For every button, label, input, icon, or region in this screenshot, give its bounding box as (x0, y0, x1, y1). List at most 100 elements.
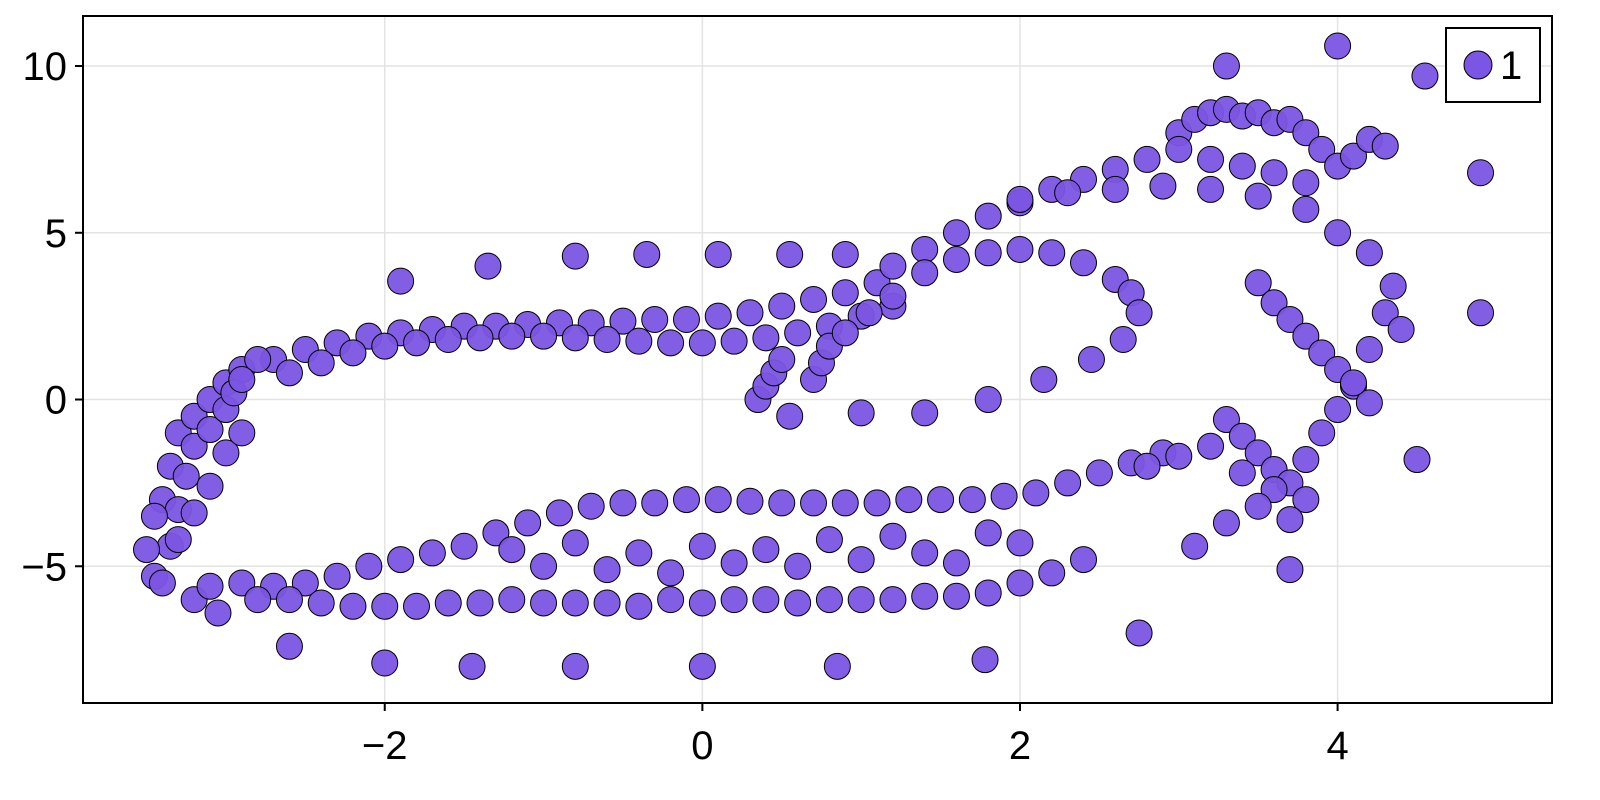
scatter-point (815, 586, 843, 614)
scatter-point (1197, 175, 1225, 203)
legend-label-series-1: 1 (1500, 44, 1522, 88)
scatter-point (958, 486, 986, 514)
scatter-point (1244, 269, 1272, 297)
scatter-point (1292, 446, 1320, 474)
scatter-point (196, 416, 224, 444)
scatter-point (1292, 486, 1320, 514)
scatter-point (498, 586, 526, 614)
scatter-point (1324, 396, 1352, 424)
scatter-point (1339, 142, 1367, 170)
scatter-point (974, 202, 1002, 230)
scatter-point (1070, 249, 1098, 277)
scatter-point (1165, 135, 1193, 163)
scatter-point (371, 592, 399, 620)
scatter-point (140, 502, 168, 530)
scatter-point (974, 519, 1002, 547)
scatter-point (339, 339, 367, 367)
scatter-point (974, 239, 1002, 267)
scatter-point (911, 539, 939, 567)
scatter-point (133, 536, 161, 564)
legend-box (1445, 27, 1541, 103)
scatter-point (879, 586, 907, 614)
scatter-point (1355, 239, 1383, 267)
scatter-point (403, 592, 431, 620)
scatter-point (657, 559, 685, 587)
y-axis-ticks: −5 0 5 10 (21, 45, 83, 589)
scatter-point (1133, 145, 1161, 173)
scatter-point (831, 489, 859, 517)
scatter-point (847, 399, 875, 427)
scatter-point (823, 652, 851, 680)
scatter-point (736, 487, 764, 515)
scatter-point (228, 366, 256, 394)
scatter-point (275, 586, 303, 614)
scatter-point (688, 532, 716, 560)
scatter-point (942, 582, 970, 610)
scatter-point (776, 240, 804, 268)
scatter-point (1006, 529, 1034, 557)
scatter-point (784, 589, 812, 617)
scatter-point (768, 292, 796, 320)
scatter-point (339, 592, 367, 620)
scatter-point (1228, 152, 1256, 180)
scatter-point (514, 509, 542, 537)
scatter-point (768, 489, 796, 517)
scatter-point (1212, 52, 1240, 80)
scatter-point (1411, 62, 1439, 90)
scatter-point (180, 432, 208, 460)
legend: 1 (1445, 27, 1541, 103)
scatter-point (371, 332, 399, 360)
scatter-point (1292, 322, 1320, 350)
scatter-point (434, 589, 462, 617)
scatter-point (1244, 492, 1272, 520)
scatter-point (196, 572, 224, 600)
scatter-point (1022, 479, 1050, 507)
scatter-point (1276, 506, 1304, 534)
scatter-point (180, 499, 208, 527)
scatter-point (625, 592, 653, 620)
scatter-point (911, 235, 939, 263)
scatter-point (1133, 452, 1161, 480)
scatter-point (1292, 195, 1320, 223)
scatter-point (434, 325, 462, 353)
x-tick-label: 4 (1326, 724, 1348, 768)
scatter-point (752, 324, 780, 352)
scatter-point (1212, 509, 1240, 537)
scatter-point (466, 324, 494, 352)
scatter-point (228, 569, 256, 597)
x-tick-label: −2 (362, 724, 408, 768)
scatter-point (1244, 182, 1272, 210)
scatter-point (1085, 459, 1113, 487)
scatter-point (371, 649, 399, 677)
scatter-point (657, 329, 685, 357)
scatter-point (927, 486, 955, 514)
scatter-point (1038, 559, 1066, 587)
scatter-point (387, 546, 415, 574)
scatter-point (1006, 185, 1034, 213)
scatter-point (593, 325, 621, 353)
scatter-point (1467, 299, 1495, 327)
scatter-point (1006, 235, 1034, 263)
scatter-point (768, 346, 796, 373)
scatter-point (990, 482, 1018, 510)
scatter-point (1403, 446, 1431, 474)
scatter-point (1379, 272, 1407, 300)
scatter-point (561, 242, 589, 270)
scatter-point (720, 586, 748, 614)
scatter-point (911, 399, 939, 427)
scatter-point (323, 562, 351, 590)
scatter-point (172, 462, 200, 490)
scatter-point (1308, 419, 1336, 447)
legend-marker (1463, 50, 1493, 80)
scatter-point (1181, 532, 1209, 560)
scatter-point (577, 492, 605, 520)
scatter-point (1371, 132, 1399, 160)
scatter-point (530, 589, 558, 617)
scatter-point (1324, 32, 1352, 60)
scatter-point (776, 402, 804, 430)
scatter-point (1228, 459, 1256, 487)
scatter-point (641, 489, 669, 517)
scatter-point (831, 240, 859, 268)
scatter-point (911, 582, 939, 610)
